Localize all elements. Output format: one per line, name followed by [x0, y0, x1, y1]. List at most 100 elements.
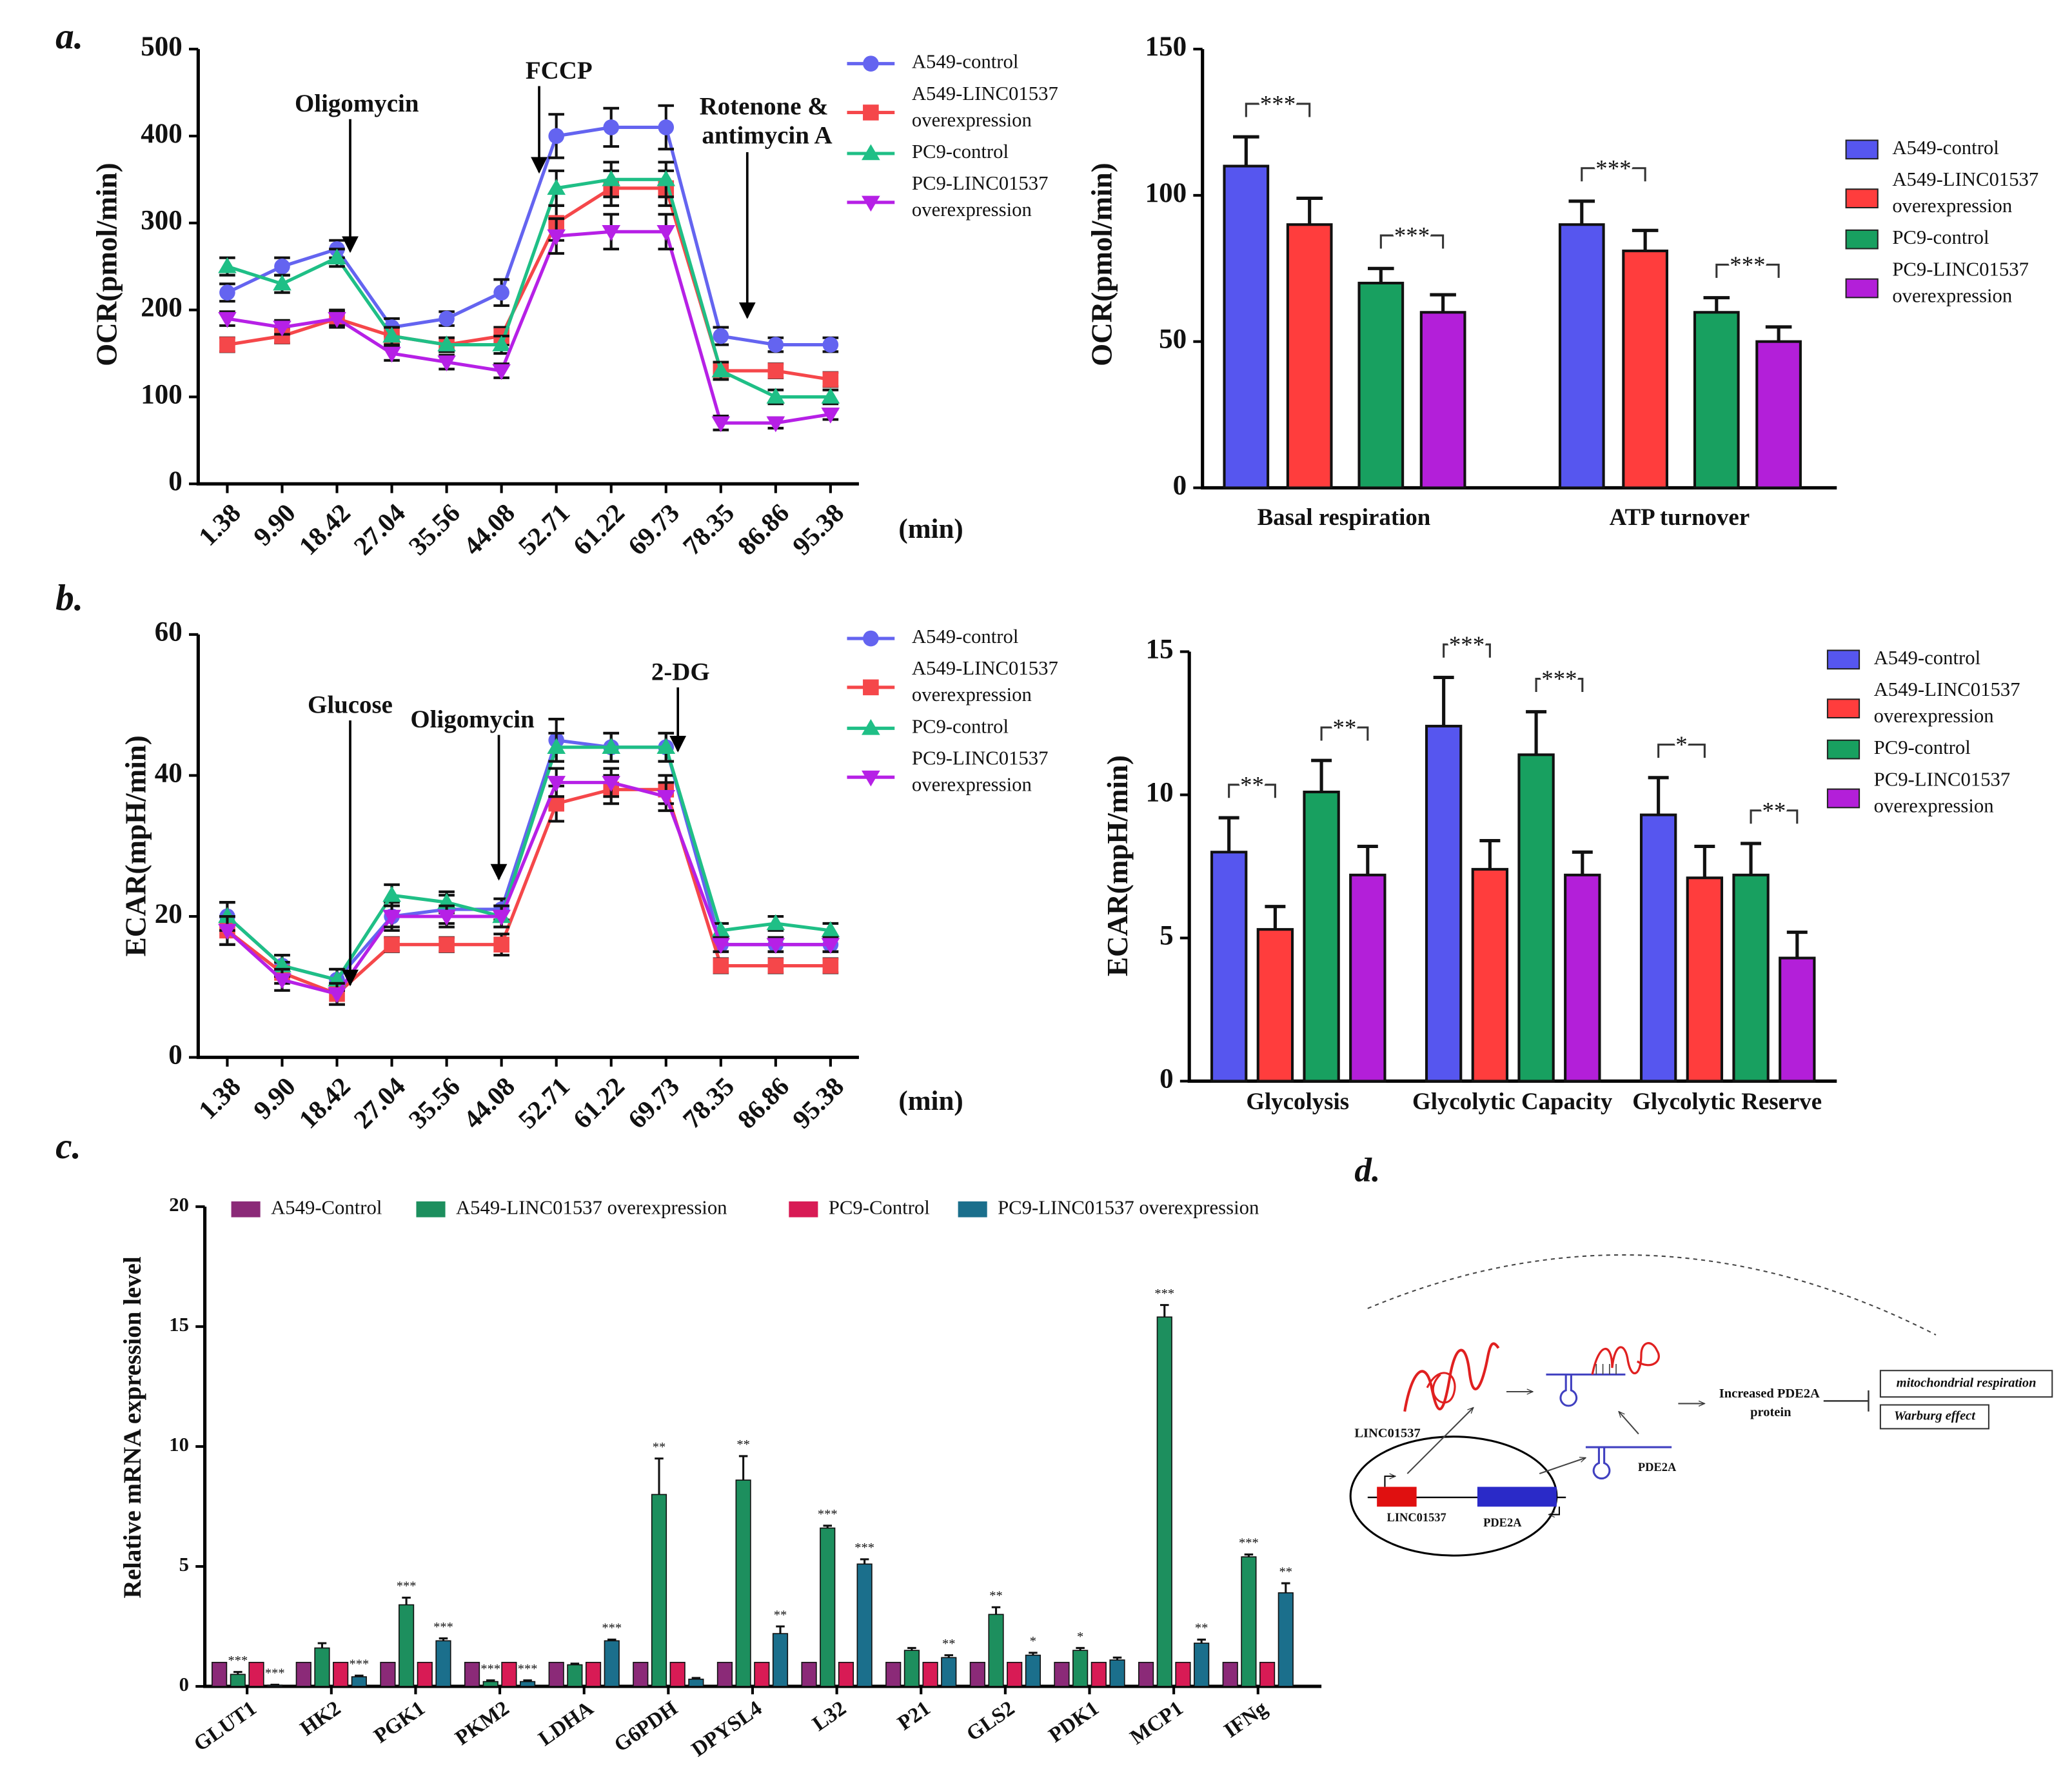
- significance-label: **: [1279, 1565, 1292, 1579]
- marker: [821, 408, 840, 424]
- bar: [435, 1640, 451, 1687]
- bar: [1622, 250, 1668, 489]
- legend-label: A549-LINC01537 overexpression: [912, 657, 1063, 706]
- bar: [903, 1650, 920, 1687]
- significance-bracket: [1228, 784, 1276, 798]
- error-bar: [1786, 931, 1808, 958]
- bar: [417, 1661, 433, 1687]
- significance-label: ***: [397, 1579, 417, 1594]
- y-tick-label: 0: [168, 466, 183, 497]
- marker: [656, 789, 676, 806]
- marker: [219, 337, 235, 353]
- x-axis-title: (min): [898, 1086, 963, 1116]
- bar: [1693, 311, 1740, 489]
- mrna: [1585, 1446, 1672, 1480]
- y-tick-label: 50: [1159, 324, 1187, 355]
- lncrna-bound: [1591, 1342, 1660, 1375]
- bar: [1241, 1556, 1257, 1687]
- diagram: d. LINC01537 LINC01537 PDE2A PDE2A Incre…: [1349, 1151, 2053, 1557]
- x-tick-label: 35.56: [402, 498, 466, 561]
- marker: [656, 225, 676, 241]
- marker: [711, 938, 731, 954]
- error-bar: [1233, 135, 1259, 166]
- legend-marker: [862, 144, 880, 161]
- bar: [941, 1657, 957, 1687]
- x-tick-label: 35.56: [402, 1071, 466, 1134]
- marker: [439, 310, 455, 327]
- error-bar: [1526, 710, 1547, 755]
- bar: [988, 1614, 1004, 1687]
- bar: [820, 1527, 836, 1687]
- marker: [218, 923, 237, 940]
- y-tick-label: 5: [179, 1554, 189, 1575]
- axis: [203, 1207, 1322, 1688]
- marker: [767, 337, 784, 353]
- bar: [1732, 873, 1770, 1083]
- bar: [1419, 311, 1466, 489]
- bar: [1686, 876, 1724, 1083]
- legend-label: PC9-control: [912, 141, 1009, 163]
- label: LINC01537: [1387, 1511, 1446, 1524]
- y-tick-label: 15: [1146, 634, 1174, 664]
- bar: [1109, 1659, 1125, 1687]
- y-tick-label: 0: [179, 1673, 189, 1695]
- significance-bracket: [1320, 726, 1369, 741]
- error-bar: [1265, 905, 1286, 930]
- legend-label: A549-LINC01537 overexpression: [456, 1196, 727, 1218]
- bar: [1517, 753, 1555, 1083]
- series-line: [226, 177, 831, 399]
- significance-label: *: [1675, 731, 1687, 758]
- gene-linc: [1377, 1486, 1417, 1507]
- significance-bracket: [1245, 103, 1311, 117]
- error-bar: [402, 1596, 411, 1605]
- legend-swatch: [1845, 139, 1879, 160]
- y-tick-label: 300: [141, 206, 183, 236]
- pairing: [1595, 1363, 1617, 1375]
- error-bar: [1197, 1638, 1206, 1644]
- x-tick-label: ATP turnover: [1610, 504, 1750, 530]
- significance-label: ***: [433, 1620, 453, 1634]
- bar: [567, 1664, 583, 1687]
- legend-swatch: [416, 1201, 446, 1218]
- marker: [547, 738, 566, 754]
- bar: [1286, 223, 1333, 489]
- legend-label: PC9-control: [1892, 226, 1989, 248]
- bar: [1072, 1650, 1089, 1687]
- legend-swatch: [1845, 188, 1879, 209]
- bar: [464, 1661, 480, 1687]
- label: PDE2A: [1638, 1461, 1677, 1474]
- legend-label: A549-control: [912, 626, 1019, 647]
- x-tick-label: 95.38: [787, 498, 850, 561]
- marker: [548, 128, 564, 144]
- marker: [822, 337, 839, 353]
- bar: [1090, 1661, 1107, 1687]
- bar: [1007, 1661, 1023, 1687]
- y-tick-label: 15: [169, 1314, 189, 1336]
- legend-label: A549-LINC01537 overexpression: [1874, 678, 2026, 727]
- x-tick-label: 69.73: [622, 498, 685, 561]
- error-bar: [1479, 838, 1501, 869]
- marker: [437, 909, 456, 926]
- x-tick-label: GLS2: [962, 1697, 1019, 1746]
- marker: [384, 936, 400, 953]
- marker: [218, 311, 237, 328]
- legend-swatch: [789, 1201, 818, 1218]
- marker: [493, 936, 509, 953]
- error-bar: [991, 1606, 1001, 1615]
- legend-label: PC9-LINC01537 overexpression: [1874, 768, 2015, 816]
- y-tick-label: 20: [155, 899, 183, 929]
- error-bar: [1160, 1304, 1169, 1318]
- marker: [219, 284, 235, 301]
- box: [1879, 1404, 1989, 1430]
- marker: [328, 987, 346, 1003]
- bar: [212, 1661, 228, 1687]
- y-tick-label: 100: [1145, 178, 1187, 208]
- marker: [328, 248, 346, 264]
- x-tick-label: Glycolytic Capacity: [1412, 1088, 1613, 1114]
- y-tick-label: 20: [169, 1194, 189, 1216]
- series-line: [226, 125, 831, 347]
- x-tick-label: 61.22: [567, 1071, 630, 1134]
- x-tick-label: MCP1: [1126, 1697, 1187, 1750]
- label: Increased PDE2A protein: [1719, 1387, 1822, 1419]
- legend-swatch: [1826, 649, 1860, 670]
